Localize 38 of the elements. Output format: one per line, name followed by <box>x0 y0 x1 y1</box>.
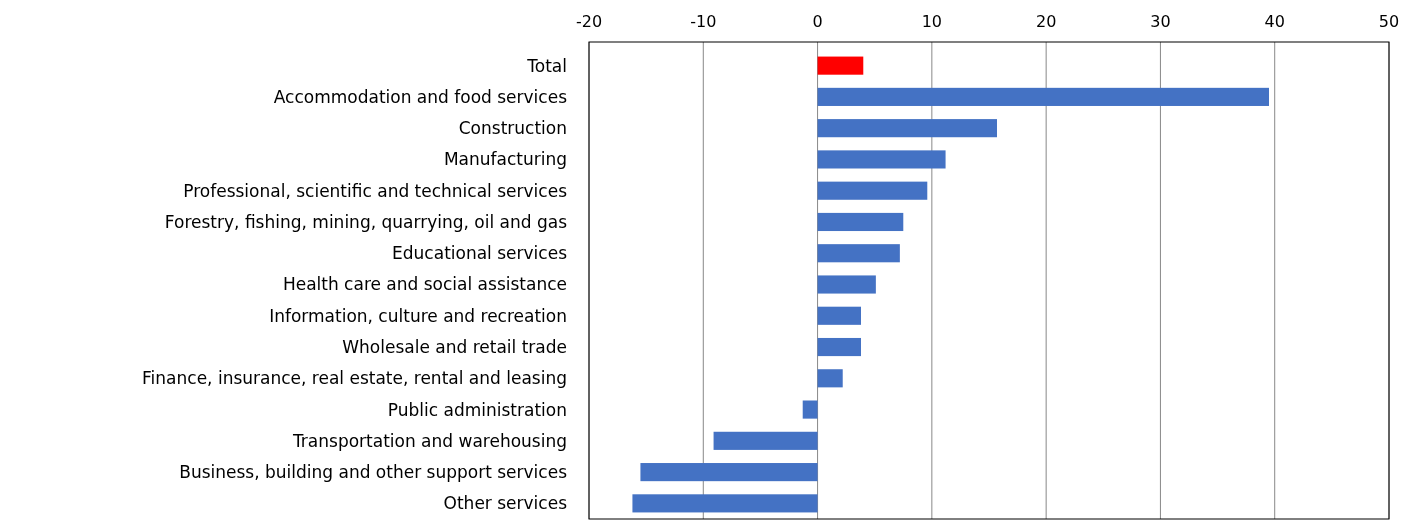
bar <box>817 56 864 75</box>
y-tick-label: Other services <box>443 493 568 514</box>
y-tick-label: Information, culture and recreation <box>269 305 567 326</box>
y-tick-label: Transportation and warehousing <box>291 430 567 451</box>
y-tick-label: Accommodation and food services <box>273 86 568 107</box>
y-tick-label: Health care and social assistance <box>282 274 567 295</box>
x-tick-label: 20 <box>1035 12 1057 31</box>
bar <box>640 463 818 482</box>
bar <box>817 150 946 169</box>
bar <box>817 244 900 263</box>
y-tick-label: Finance, insurance, real estate, rental and leasing <box>142 368 567 389</box>
bar <box>817 369 843 388</box>
bar <box>817 87 1269 106</box>
y-tick-label: Construction <box>458 118 567 139</box>
y-tick-label: Public administration <box>387 399 567 420</box>
x-tick-label: 10 <box>921 12 943 31</box>
x-tick-label: 40 <box>1264 12 1285 31</box>
x-tick-label: 30 <box>1150 12 1171 31</box>
y-tick-label: Educational services <box>392 243 568 264</box>
y-tick-label: Business, building and other support services <box>179 462 568 483</box>
bar <box>817 181 928 200</box>
bar <box>817 212 904 232</box>
y-tick-label: Manufacturing <box>443 149 567 170</box>
y-tick-label: Total <box>526 55 567 76</box>
bar <box>632 494 818 513</box>
bar <box>817 306 861 325</box>
y-tick-label: Professional, scientific and technical services <box>183 180 568 201</box>
x-tick-label: 50 <box>1378 12 1400 31</box>
x-tick-label: -10 <box>690 12 717 31</box>
bar <box>817 337 861 357</box>
bar <box>713 431 818 450</box>
y-tick-label: Forestry, fishing, mining, quarrying, oil and gas <box>164 211 568 232</box>
y-tick-label: Wholesale and retail trade <box>342 336 567 357</box>
bar <box>817 119 997 138</box>
bar <box>817 275 876 294</box>
x-tick-label: -20 <box>575 12 603 31</box>
bar <box>802 400 818 419</box>
x-tick-label: 0 <box>812 12 823 31</box>
